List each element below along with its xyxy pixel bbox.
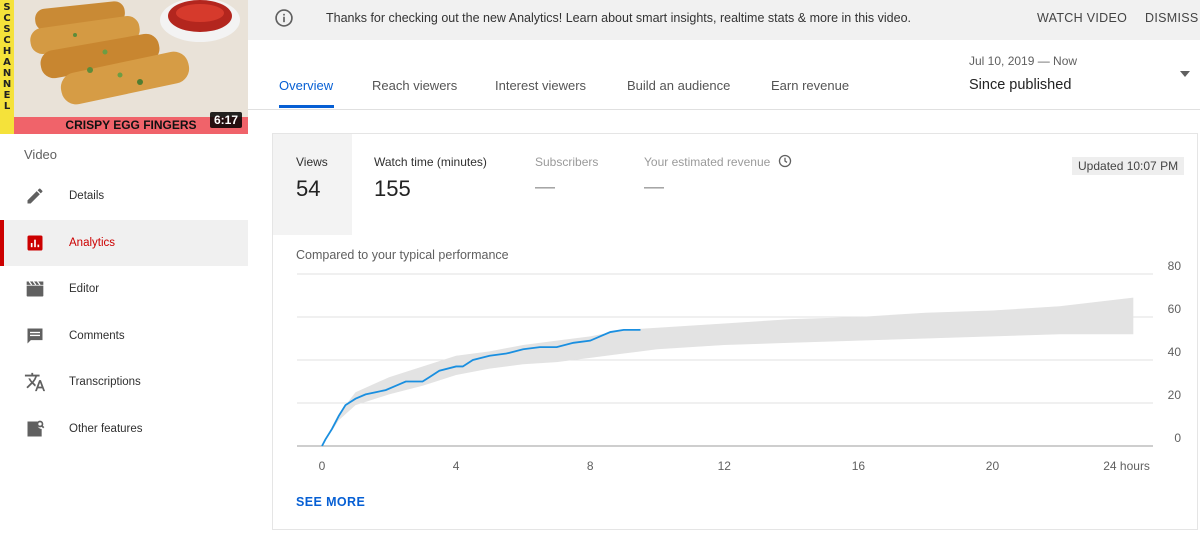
metric-watch-time-value: 155	[374, 176, 411, 201]
banner-text: Thanks for checking out the new Analytic…	[326, 11, 912, 25]
metric-subscribers-label[interactable]: Subscribers	[535, 155, 599, 169]
x-tick-label: 4	[453, 459, 460, 473]
metric-tab-views[interactable]	[273, 134, 352, 235]
tab-reach-viewers[interactable]: Reach viewers	[372, 78, 458, 93]
sidebar-item-label: Editor	[69, 283, 100, 296]
x-tick-label: 24 hours	[1103, 459, 1150, 473]
sidebar-heading: Video	[24, 147, 58, 162]
analytics-card: Views 54 Watch time (minutes) 155 Subscr…	[272, 133, 1198, 530]
y-tick-label: 0	[1174, 431, 1181, 445]
y-tick-label: 20	[1168, 388, 1182, 402]
views-series-line	[321, 329, 641, 447]
sidebar-item-analytics[interactable]: Analytics	[0, 219, 248, 266]
x-tick-label: 8	[587, 459, 594, 473]
thumbnail-image	[0, 0, 248, 134]
sidebar-item-label: Details	[69, 190, 105, 203]
metric-views-label: Views	[296, 155, 328, 169]
other-features-icon	[24, 418, 46, 440]
y-tick-label: 80	[1168, 259, 1182, 273]
sidebar-item-other-features[interactable]: Other features	[0, 406, 248, 453]
translate-icon	[24, 371, 46, 393]
thumbnail-caption: CRISPY EGG FINGERS	[14, 117, 248, 134]
date-range-selected[interactable]: Since published	[969, 77, 1072, 93]
clock-icon[interactable]	[778, 154, 792, 168]
chevron-down-icon[interactable]	[1180, 71, 1190, 77]
sidebar-nav: Details Analytics Editor Comments Transc…	[0, 173, 248, 452]
typical-performance-band	[322, 297, 1134, 446]
sidebar-item-comments[interactable]: Comments	[0, 313, 248, 360]
sidebar-item-transcriptions[interactable]: Transcriptions	[0, 359, 248, 406]
comment-icon	[24, 325, 46, 347]
analytics-tabs: Overview Reach viewers Interest viewers …	[248, 40, 1200, 110]
metric-watch-time-label[interactable]: Watch time (minutes)	[374, 155, 487, 169]
sidebar-item-label: Other features	[69, 422, 143, 435]
metric-views-value: 54	[296, 176, 321, 201]
chart-title: Compared to your typical performance	[296, 248, 509, 262]
x-tick-label: 20	[986, 459, 1000, 473]
metric-subscribers-value: —	[535, 176, 555, 198]
x-tick-label: 12	[718, 459, 732, 473]
active-tab-indicator	[279, 105, 334, 108]
y-tick-label: 40	[1168, 345, 1182, 359]
dismiss-button[interactable]: DISMISS	[1145, 11, 1199, 25]
watch-video-button[interactable]: WATCH VIDEO	[1037, 11, 1128, 25]
see-more-button[interactable]: SEE MORE	[296, 495, 366, 509]
tab-overview[interactable]: Overview	[279, 78, 334, 93]
video-duration: 6:17	[209, 112, 242, 128]
sidebar-item-details[interactable]: Details	[0, 173, 248, 220]
tab-earn-revenue[interactable]: Earn revenue	[771, 78, 850, 93]
tab-build-an-audience[interactable]: Build an audience	[627, 78, 731, 93]
x-tick-label: 0	[319, 459, 326, 473]
metric-revenue-label[interactable]: Your estimated revenue	[644, 155, 771, 169]
updated-badge: Updated 10:07 PM	[1072, 157, 1185, 175]
sidebar-item-label: Analytics	[69, 236, 116, 249]
x-tick-label: 16	[852, 459, 866, 473]
sidebar-item-label: Transcriptions	[69, 376, 141, 389]
views-chart: 0 20 40 60 80 0 4 8 12 16 20 24 hours	[297, 259, 1182, 473]
info-banner: Thanks for checking out the new Analytic…	[248, 0, 1200, 40]
clapperboard-icon	[24, 278, 46, 300]
sidebar-item-label: Comments	[69, 329, 125, 342]
tab-interest-viewers[interactable]: Interest viewers	[495, 78, 587, 93]
info-icon	[275, 9, 293, 27]
y-tick-label: 60	[1168, 302, 1182, 316]
metric-revenue-value: —	[644, 176, 664, 198]
date-range[interactable]: Jul 10, 2019 — Now	[969, 54, 1078, 68]
sidebar-item-editor[interactable]: Editor	[0, 266, 248, 313]
pencil-icon	[24, 185, 46, 207]
analytics-icon	[24, 232, 46, 254]
